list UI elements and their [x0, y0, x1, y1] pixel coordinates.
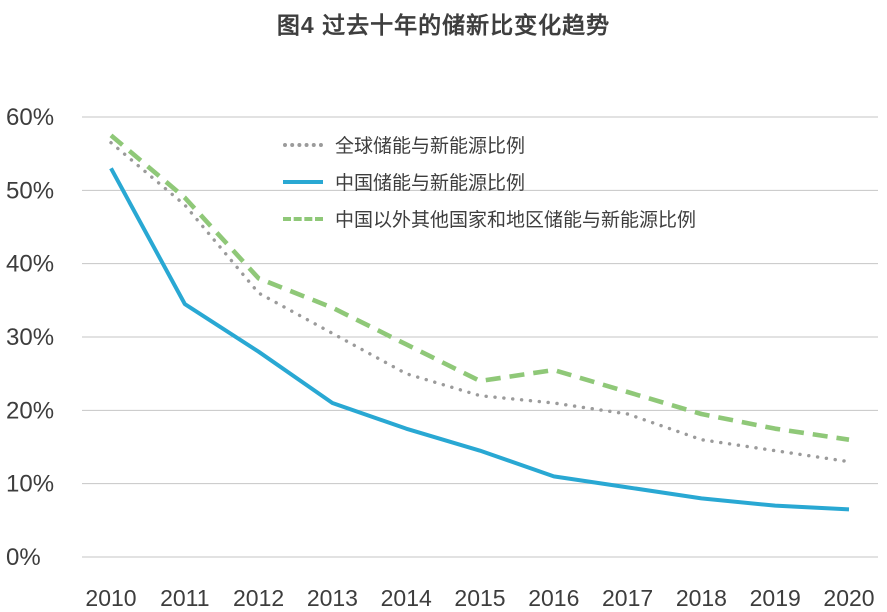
chart-legend: 全球储能与新能源比例 中国储能与新能源比例中国以外其他国家和地区储能与新能源比例: [283, 132, 696, 231]
y-tick-label: 0%: [6, 544, 41, 571]
legend-item-global: 全球储能与新能源比例: [283, 132, 696, 157]
legend-label: 中国储能与新能源比例: [335, 173, 526, 194]
x-tick-label: 2014: [381, 585, 432, 611]
legend-marker-solid-line-icon: [283, 179, 323, 184]
y-tick-label: 20%: [6, 397, 54, 424]
x-tick-label: 2013: [307, 585, 358, 611]
legend-item-non-china: 中国以外其他国家和地区储能与新能源比例: [283, 206, 696, 231]
x-tick-label: 2016: [528, 585, 579, 611]
series-line-china: [109, 167, 850, 512]
x-tick-label: 2020: [823, 585, 874, 611]
y-tick-label: 40%: [6, 251, 54, 278]
series-line-non-china: [109, 133, 850, 442]
legend-label: 全球储能与新能源比例: [335, 136, 526, 157]
x-tick-label: 2012: [233, 585, 284, 611]
x-tick-label: 2017: [602, 585, 653, 611]
legend-marker-dashed-line-icon: [283, 216, 323, 221]
x-tick-label: 2010: [85, 585, 136, 611]
legend-label: 中国以外其他国家和地区储能与新能源比例: [335, 210, 697, 231]
chart-title: 图4 过去十年的储新比变化趋势: [276, 12, 611, 38]
legend-marker-dotted-line-icon: [283, 142, 323, 147]
y-tick-label: 10%: [6, 471, 54, 498]
x-tick-label: 2018: [676, 585, 727, 611]
x-tick-label: 2015: [454, 585, 505, 611]
y-tick-label: 30%: [6, 324, 54, 351]
y-tick-label: 50%: [6, 177, 54, 204]
x-tick-label: 2011: [160, 585, 209, 611]
y-tick-label: 60%: [6, 104, 54, 131]
legend-item-china: 中国储能与新能源比例: [283, 169, 696, 194]
x-tick-label: 2019: [750, 585, 801, 611]
